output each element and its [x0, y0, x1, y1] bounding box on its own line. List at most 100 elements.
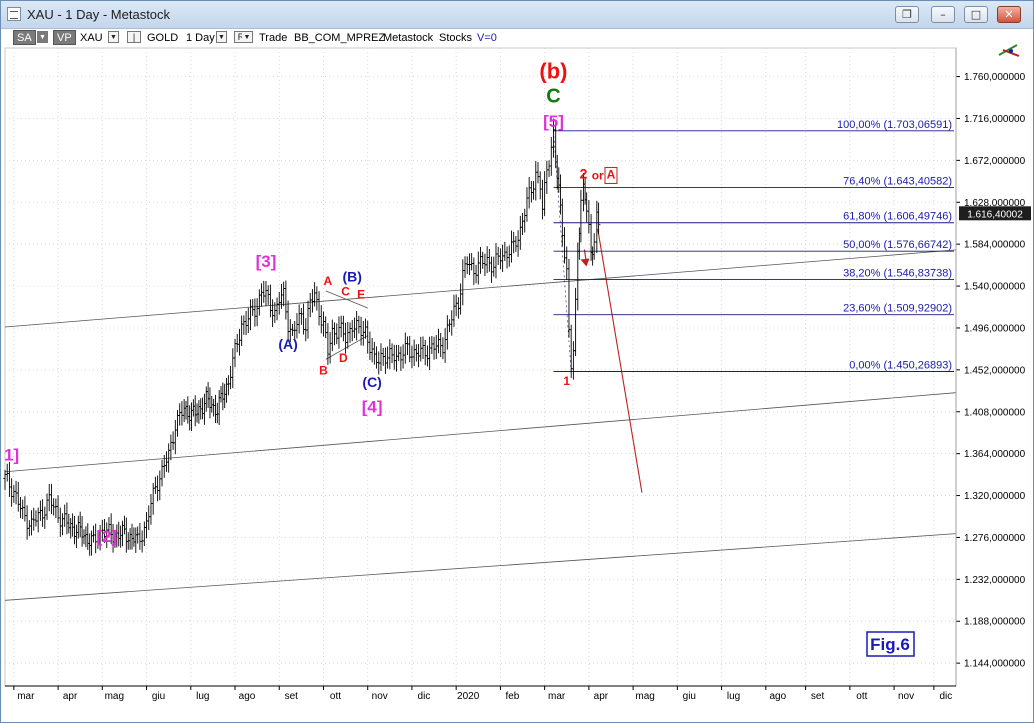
price-tick-label: 1.408,000000	[964, 407, 1026, 418]
time-tick-label: lug	[196, 691, 209, 702]
wave-label: [4]	[362, 398, 383, 417]
wave-label: (b)	[539, 58, 567, 83]
time-tick-label: set	[811, 691, 825, 702]
kind-label: Stocks	[439, 32, 473, 44]
current-price-label: 1.616,40002	[967, 209, 1023, 220]
close-icon: ✕	[1004, 8, 1014, 21]
separator-button[interactable]: |	[127, 31, 141, 43]
time-axis: mar apr mag giu lug ago set ott nov dic 2020 feb mar…	[5, 685, 956, 702]
price-tick-label: 1.540,000000	[964, 282, 1026, 293]
time-tick-label: lug	[727, 691, 740, 702]
fib-level-label: 0,00% (1.450,26893)	[849, 360, 952, 372]
wave-label: [3]	[256, 252, 277, 271]
fib-level-label: 50,00% (1.576,66742)	[843, 239, 952, 251]
sa-button[interactable]: SA	[13, 30, 36, 45]
time-tick-label: apr	[63, 691, 78, 702]
price-tick-label: 1.320,000000	[964, 491, 1026, 502]
wave-label: D	[339, 351, 348, 365]
time-tick-label: mar	[548, 691, 566, 702]
time-tick-label: nov	[898, 691, 914, 702]
time-tick-label: set	[285, 691, 299, 702]
time-tick-label: mar	[17, 691, 35, 702]
time-tick-label: apr	[594, 691, 609, 702]
fibonacci-layer: 100,00% (1.703,06591) 76,40% (1.643,40582…	[553, 119, 954, 372]
source-label: Metastock	[383, 32, 434, 44]
vp-button[interactable]: VP	[53, 30, 76, 45]
wave-label: (B)	[343, 268, 362, 284]
fib-level-label: 76,40% (1.643,40582)	[843, 176, 952, 188]
annotation-box	[604, 166, 618, 184]
symbol-label: XAU	[80, 32, 103, 44]
price-tick-label: 1.716,000000	[964, 114, 1026, 125]
wave-label: A	[324, 274, 333, 288]
volume-label: V=0	[477, 32, 497, 44]
restore-window-button[interactable]: ❐	[895, 6, 919, 23]
price-tick-label: 1.144,000000	[964, 659, 1026, 670]
price-tick-label: 1.672,000000	[964, 156, 1026, 167]
current-price-badge	[959, 206, 1031, 221]
sa-dropdown-icon[interactable]: ▼	[37, 31, 48, 43]
time-tick-label: giu	[152, 691, 165, 702]
trendline-layer	[4, 228, 957, 601]
period-dropdown-icon[interactable]: ▼	[216, 31, 227, 43]
wave-label: B	[319, 364, 328, 378]
trendline	[4, 249, 957, 328]
time-tick-label: dic	[418, 691, 431, 702]
fib-diagonal	[553, 130, 572, 372]
trendline	[4, 533, 957, 601]
wave-label: (C)	[362, 374, 381, 390]
wave-label: [5]	[543, 112, 564, 131]
trade-label: Trade	[259, 32, 288, 44]
figure-label: Fig.6	[870, 635, 910, 654]
price-tick-label: 1.364,000000	[964, 449, 1026, 460]
time-tick-label: feb	[505, 691, 519, 702]
grid-layer	[5, 48, 956, 686]
minimize-icon: –	[940, 8, 946, 21]
trendline	[4, 392, 957, 473]
window-title: XAU - 1 Day - Metastock	[27, 7, 171, 22]
wave-label: 2	[580, 165, 588, 181]
fib-level-label: 38,20% (1.546,83738)	[843, 268, 952, 280]
title-bar[interactable]: XAU - 1 Day - Metastock ❐ – □ ✕	[1, 1, 1033, 29]
price-tick-label: 1.276,000000	[964, 533, 1026, 544]
symbol-dropdown-icon[interactable]: ▼	[108, 31, 119, 43]
minimize-button[interactable]: –	[931, 6, 955, 23]
time-tick-label: ago	[769, 691, 786, 702]
time-tick-label: mag	[105, 691, 124, 702]
price-tick-label: 1.496,000000	[964, 323, 1026, 334]
time-tick-label: mag	[635, 691, 654, 702]
time-tick-label: dic	[939, 691, 952, 702]
time-tick-label: 2020	[457, 691, 480, 702]
time-tick-label: giu	[683, 691, 696, 702]
price-tick-label: 1.232,000000	[964, 575, 1026, 586]
restore-icon: ❐	[902, 8, 912, 21]
price-axis: 1.760,000000 1.716,000000 1.672,000000 1.62…	[955, 48, 1031, 686]
time-tick-label: ago	[239, 691, 256, 702]
close-button[interactable]: ✕	[997, 6, 1021, 23]
maximize-button[interactable]: □	[964, 6, 988, 23]
security-label: GOLD	[147, 32, 179, 44]
wave-label: E	[357, 287, 365, 301]
drawing-tools-icon[interactable]	[998, 44, 1020, 57]
wave-label: 1	[563, 374, 570, 388]
figure-label-box	[866, 631, 915, 657]
price-tick-label: 1.628,000000	[964, 198, 1026, 209]
down-arrow-icon	[580, 258, 590, 267]
fib-level-label: 100,00% (1.703,06591)	[837, 119, 952, 131]
document-icon	[7, 7, 21, 21]
wave-label: [2]	[96, 527, 117, 546]
wave-label: C	[341, 285, 350, 299]
r-dropdown-icon[interactable]: ▼	[242, 31, 253, 43]
projection-line	[597, 228, 643, 493]
price-bars-layer	[3, 118, 601, 556]
price-tick-label: 1.760,000000	[964, 72, 1026, 83]
period-label: 1 Day	[186, 32, 215, 44]
fib-level-label: 61,80% (1.606,49746)	[843, 211, 952, 223]
wave-label: C	[546, 85, 560, 107]
time-tick-label: ott	[856, 691, 867, 702]
template-label: BB_COM_MPREZ	[294, 32, 386, 44]
price-tick-label: 1.188,000000	[964, 617, 1026, 628]
